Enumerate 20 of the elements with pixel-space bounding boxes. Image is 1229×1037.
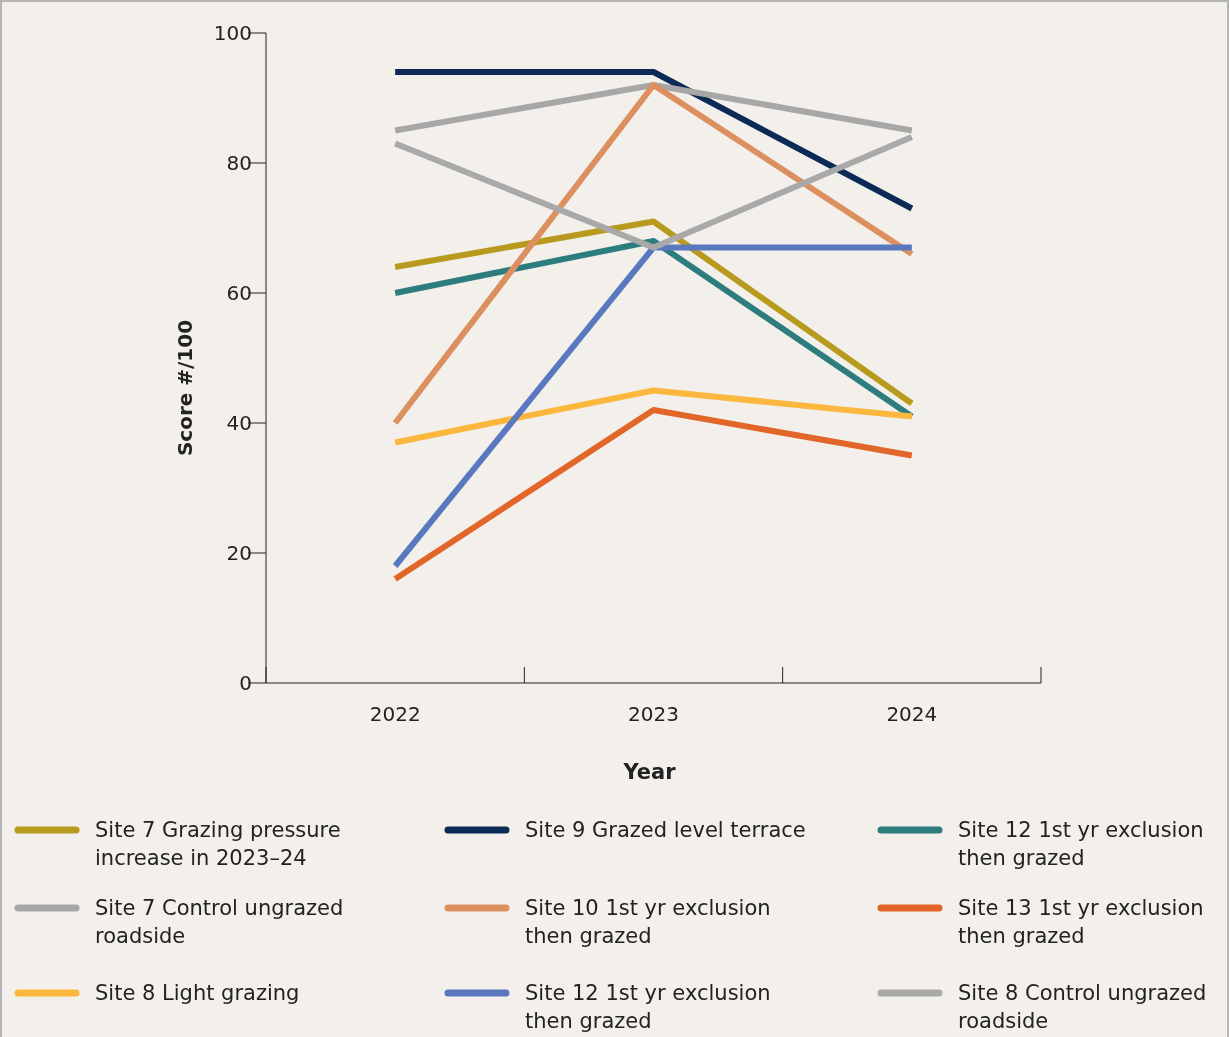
y-tick-label: 100 bbox=[213, 21, 252, 45]
legend-label: Site 7 Control ungrazed roadside bbox=[95, 896, 344, 948]
legend-label: Site 7 Grazing pressure increase in 2023–24 bbox=[95, 818, 341, 870]
y-tick-label: 0 bbox=[239, 671, 252, 695]
x-tick-label: 2023 bbox=[628, 702, 679, 726]
legend-label: Site 8 Light grazing bbox=[95, 981, 300, 1005]
legend-label: Site 12 1st yr exclusion then grazed bbox=[958, 818, 1204, 870]
y-axis-title: Score #/100 bbox=[173, 319, 197, 457]
x-tick-label: 2022 bbox=[369, 702, 421, 726]
x-axis-title: Year bbox=[622, 760, 677, 784]
y-tick-label: 60 bbox=[226, 281, 252, 305]
legend-label: Site 13 1st yr exclusion then grazed bbox=[958, 896, 1204, 948]
y-tick-label: 80 bbox=[226, 151, 252, 175]
legend-label: Site 12 1st yr exclusion then grazed bbox=[525, 981, 771, 1033]
y-tick-label: 20 bbox=[226, 541, 252, 565]
legend-label: Site 8 Control ungrazed roadside bbox=[958, 981, 1207, 1033]
legend-label: Site 9 Grazed level terrace bbox=[525, 818, 806, 842]
x-tick-label: 2024 bbox=[886, 702, 938, 726]
legend-label: Site 10 1st yr exclusion then grazed bbox=[525, 896, 771, 948]
y-tick-label: 40 bbox=[226, 411, 252, 435]
